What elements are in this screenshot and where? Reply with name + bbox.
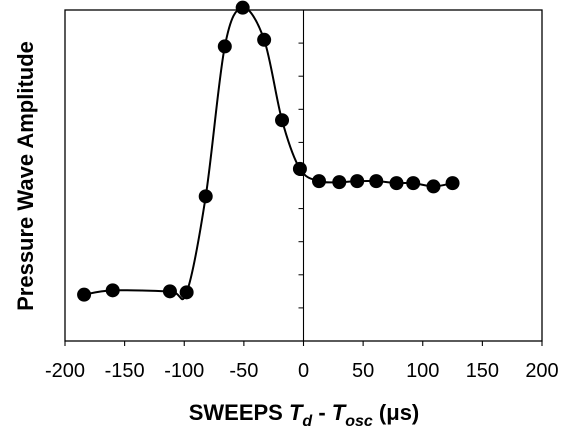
data-point [389,176,404,191]
x-axis-ticks: -200 -150 -100 -50 0 50 100 150 200 [45,341,559,382]
data-point [332,175,347,190]
data-point [235,0,250,15]
x-title-unit: (μs) [373,400,419,425]
data-point [350,174,365,189]
x-tick-label: 200 [525,360,558,382]
data-point [275,113,290,128]
data-point [105,283,120,298]
data-point [162,284,177,299]
data-point [445,176,460,191]
data-point [217,39,232,54]
x-tick-label: 50 [352,360,374,382]
data-point [369,174,384,189]
x-title-op: - [312,400,332,425]
data-point [312,174,327,189]
x-axis-title: SWEEPS Td - Tosc (μs) [189,400,420,427]
data-point [77,287,92,302]
series-smooth-line [83,6,453,301]
x-tick-label: -50 [229,360,258,382]
data-point [198,189,213,204]
x-title-var2: T [332,400,347,425]
x-tick-label: 0 [298,360,309,382]
x-title-prefix: SWEEPS [189,400,289,425]
data-point [406,176,421,191]
series-points [77,0,460,302]
x-title-sub2: osc [345,413,373,427]
x-title-sub1: d [302,413,313,427]
x-tick-label: 100 [406,360,439,382]
x-tick-label: 150 [466,360,499,382]
x-title-var1: T [289,400,304,425]
zero-axis [298,9,305,341]
data-point [179,285,194,300]
data-point [292,161,307,176]
y-axis-title: Pressure Wave Amplitude [13,41,38,311]
data-point [426,179,441,194]
x-tick-label: -150 [105,360,145,382]
data-point [257,32,272,47]
x-tick-label: -100 [164,360,204,382]
x-tick-label: -200 [45,360,85,382]
